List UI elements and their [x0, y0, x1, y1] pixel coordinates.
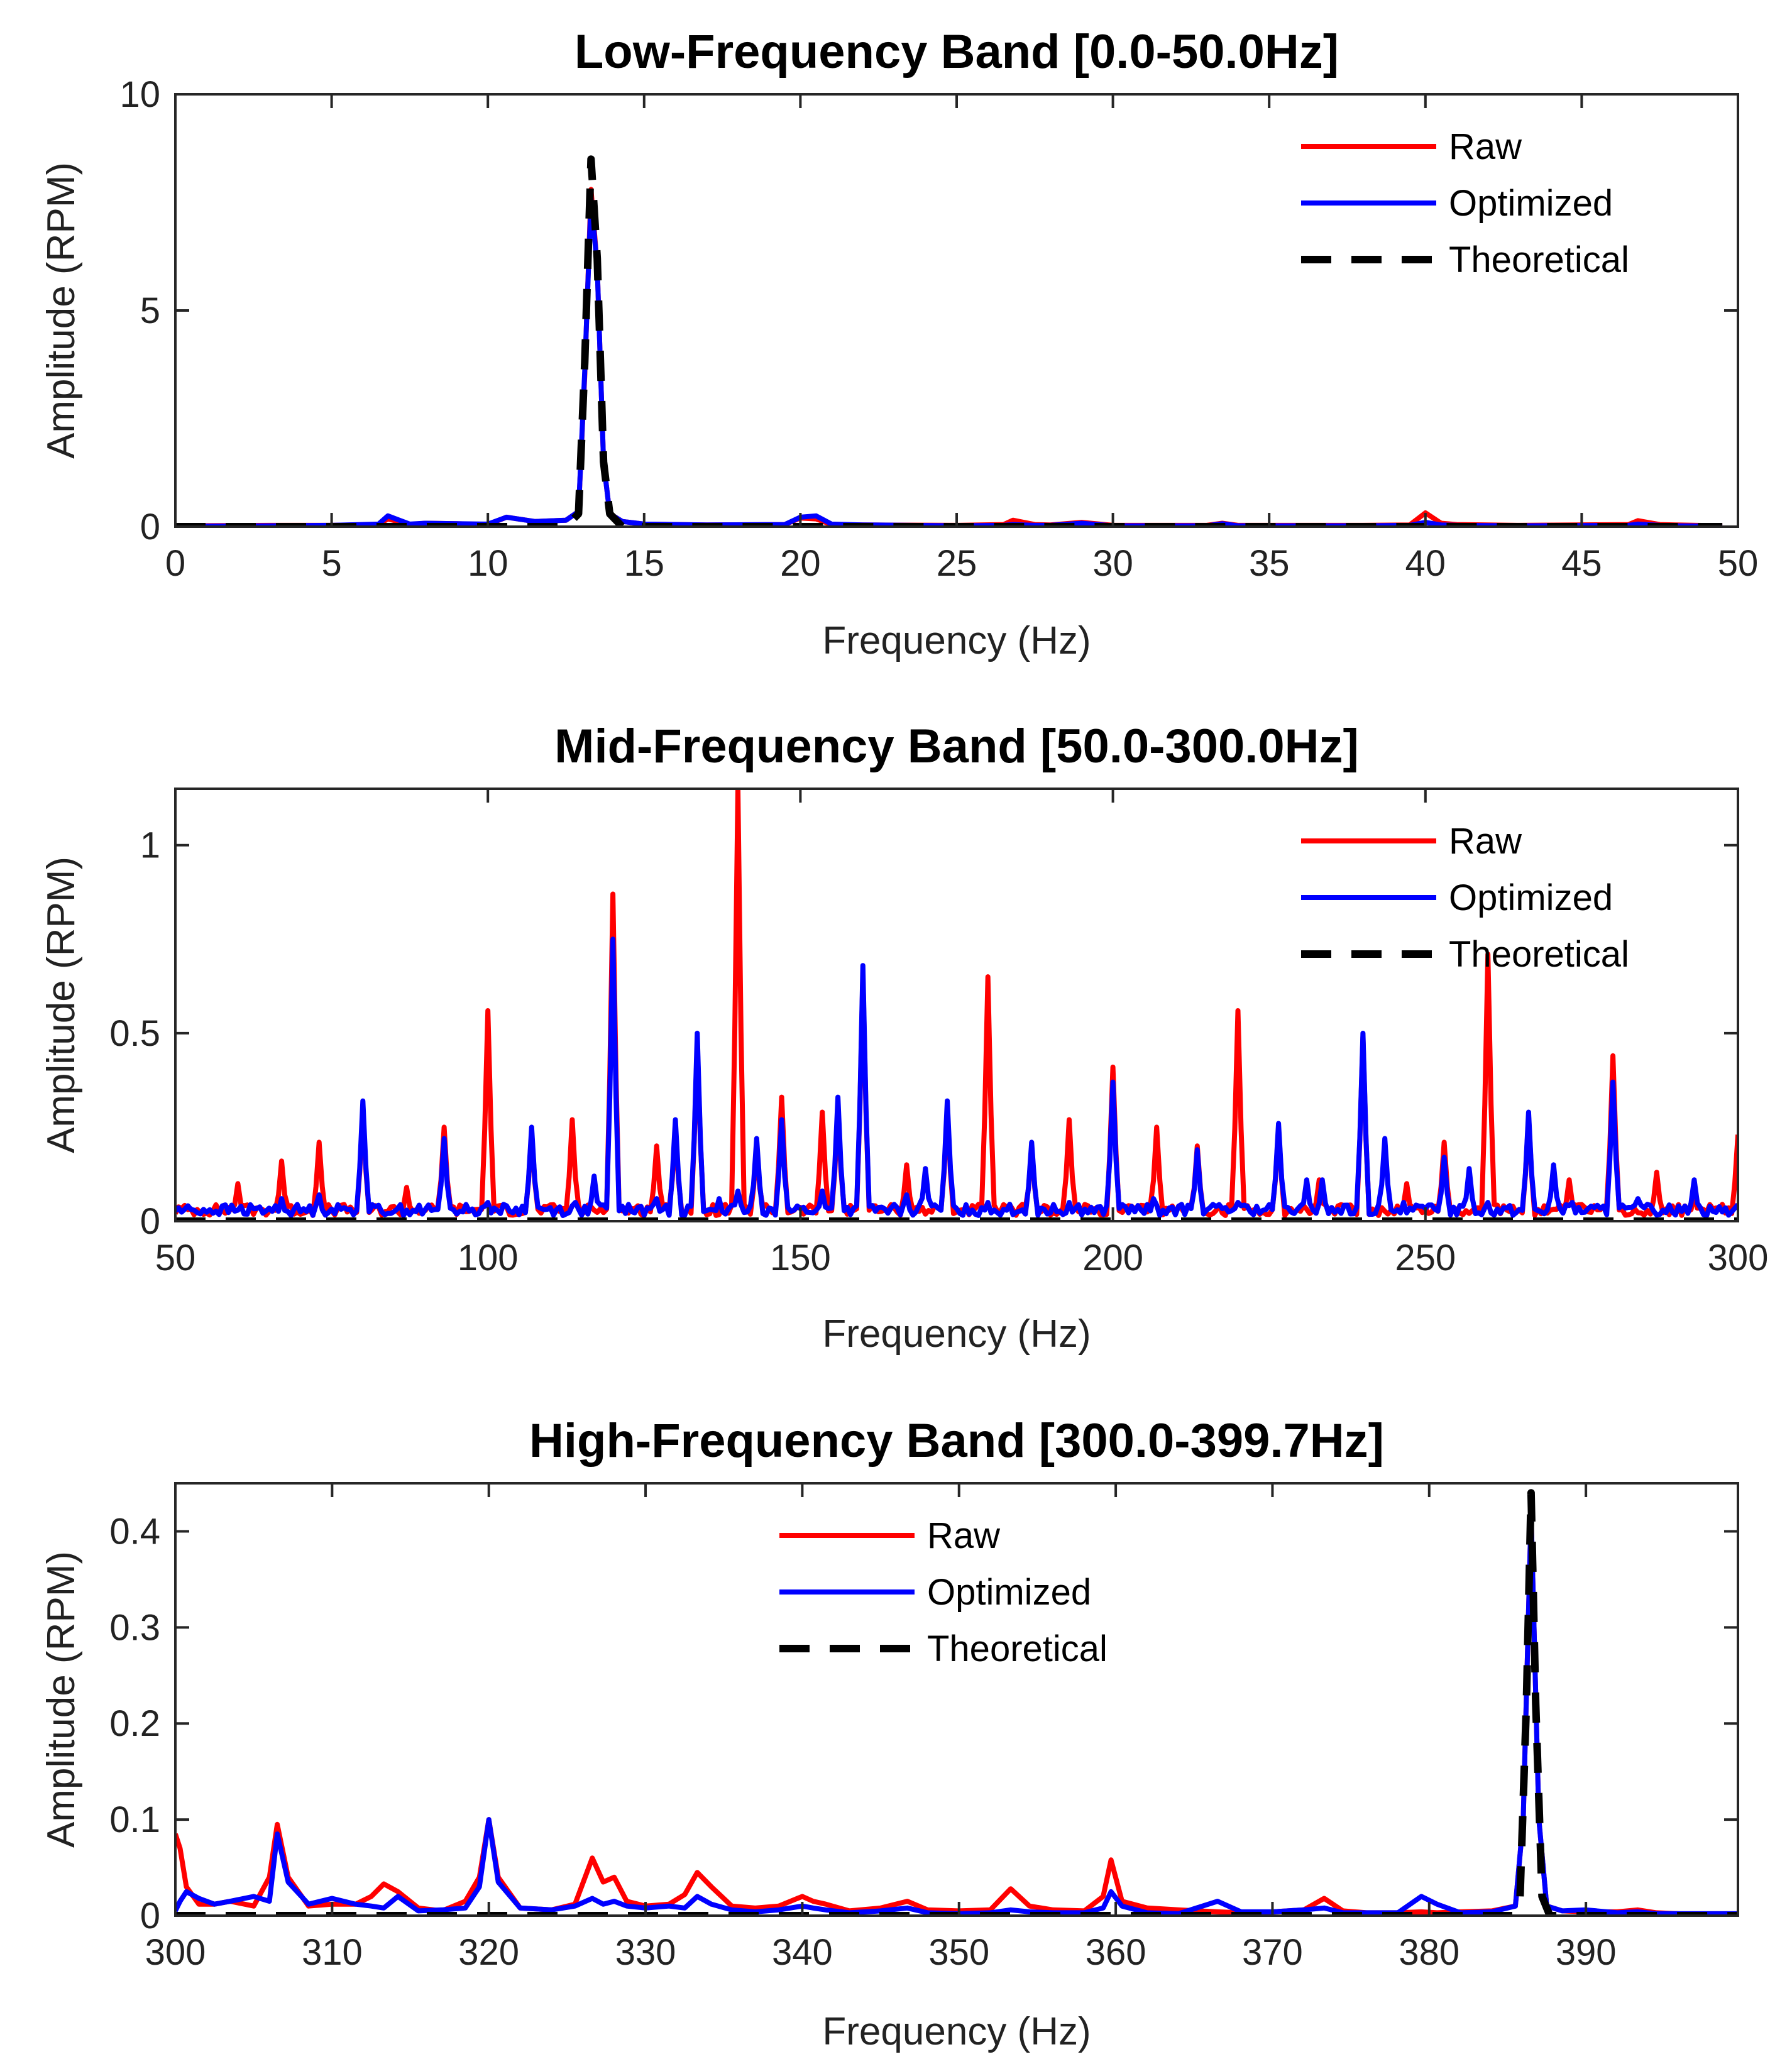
y-tick-label: 0 — [140, 1201, 160, 1242]
x-tick-label: 360 — [1086, 1932, 1146, 1973]
axes-frame — [174, 1482, 1739, 1917]
series-line-theoretical — [175, 1489, 1738, 1917]
legend: Raw Optimized Theoretical — [1301, 821, 1629, 975]
y-tick-label: 0 — [140, 507, 160, 547]
y-tick-label: 0.4 — [109, 1511, 160, 1552]
legend-label-optimized: Optimized — [1449, 877, 1613, 918]
series-line-optimized — [175, 936, 1738, 1218]
plot-area — [175, 1483, 1738, 1916]
x-tick-label: 390 — [1556, 1932, 1617, 1973]
y-axis-label: Amplitude (RPM) — [40, 857, 83, 1153]
y-tick-label: 0.3 — [109, 1607, 160, 1648]
x-tick-label: 330 — [615, 1932, 676, 1973]
x-tick-label: 310 — [302, 1932, 363, 1973]
x-tick-label: 30 — [1092, 543, 1133, 584]
y-tick-label: 0.2 — [109, 1703, 160, 1744]
chart-title: Low-Frequency Band [0.0-50.0Hz] — [574, 25, 1339, 79]
x-axis-label: Frequency (Hz) — [822, 1312, 1091, 1356]
y-axis-label: Amplitude (RPM) — [40, 1551, 83, 1848]
x-tick-label: 350 — [928, 1932, 989, 1973]
x-tick-label: 35 — [1249, 543, 1290, 584]
x-tick-label: 15 — [624, 543, 665, 584]
axes-frame — [174, 788, 1739, 1222]
chart-panel-3: 300 310 320 330 340 350 360 370 380 390 0 0.1 0.2 0.3… — [40, 1414, 1739, 2053]
plot-area — [175, 789, 1738, 1221]
x-tick-label: 0 — [165, 543, 185, 584]
y-axis-label: Amplitude (RPM) — [40, 162, 83, 459]
x-tick-label: 370 — [1242, 1932, 1303, 1973]
y-tick-label: 1 — [140, 825, 160, 866]
plot-area — [175, 94, 1738, 527]
legend-label-optimized: Optimized — [927, 1572, 1091, 1613]
legend-label-theoretical: Theoretical — [1449, 239, 1629, 280]
x-tick-label: 40 — [1405, 543, 1446, 584]
legend-label-theoretical: Theoretical — [1449, 934, 1629, 975]
legend-label-raw: Raw — [1449, 126, 1522, 167]
y-tick-label: 10 — [119, 74, 160, 115]
chart-panel-2: 50 100 150 200 250 300 0 0.5 1 Mid-Frequency Band… — [40, 720, 1768, 1356]
x-tick-label: 50 — [1718, 543, 1759, 584]
chart-title: Mid-Frequency Band [50.0-300.0Hz] — [554, 720, 1359, 773]
legend-label-optimized: Optimized — [1449, 183, 1613, 224]
legend-label-raw: Raw — [1449, 821, 1522, 862]
chart-title: High-Frequency Band [300.0-399.7Hz] — [529, 1414, 1384, 1468]
x-tick-label: 100 — [458, 1238, 519, 1278]
x-tick-label: 5 — [321, 543, 341, 584]
plot-lines — [175, 1489, 1738, 1917]
x-tick-label: 150 — [770, 1238, 831, 1278]
x-tick-label: 25 — [937, 543, 977, 584]
x-tick-label: 300 — [1708, 1238, 1769, 1278]
x-axis-label: Frequency (Hz) — [822, 2010, 1091, 2053]
legend-label-theoretical: Theoretical — [927, 1628, 1108, 1669]
legend-label-raw: Raw — [927, 1515, 1001, 1556]
y-tick-label: 0.1 — [109, 1799, 160, 1840]
x-tick-label: 320 — [458, 1932, 519, 1973]
x-tick-label: 45 — [1561, 543, 1602, 584]
x-tick-label: 340 — [772, 1932, 833, 1973]
chart-panel-1: 0 5 10 15 20 25 30 35 40 45 50 0 5 10 Low-Frequency Ba… — [40, 25, 1758, 662]
y-tick-label: 5 — [140, 290, 160, 331]
x-tick-label: 250 — [1395, 1238, 1456, 1278]
legend: Raw Optimized Theoretical — [1301, 126, 1629, 280]
x-tick-label: 20 — [780, 543, 821, 584]
plot-lines — [175, 155, 1723, 528]
y-tick-label: 0 — [140, 1896, 160, 1936]
x-tick-label: 10 — [468, 543, 508, 584]
x-axis-label: Frequency (Hz) — [822, 619, 1091, 662]
x-tick-label: 200 — [1082, 1238, 1143, 1278]
series-line-theoretical — [175, 155, 1723, 528]
x-tick-label: 380 — [1399, 1932, 1459, 1973]
legend: Raw Optimized Theoretical — [779, 1515, 1108, 1669]
x-tick-label: 300 — [145, 1932, 206, 1973]
y-tick-label: 0.5 — [109, 1013, 160, 1054]
x-tick-label: 50 — [155, 1238, 196, 1278]
